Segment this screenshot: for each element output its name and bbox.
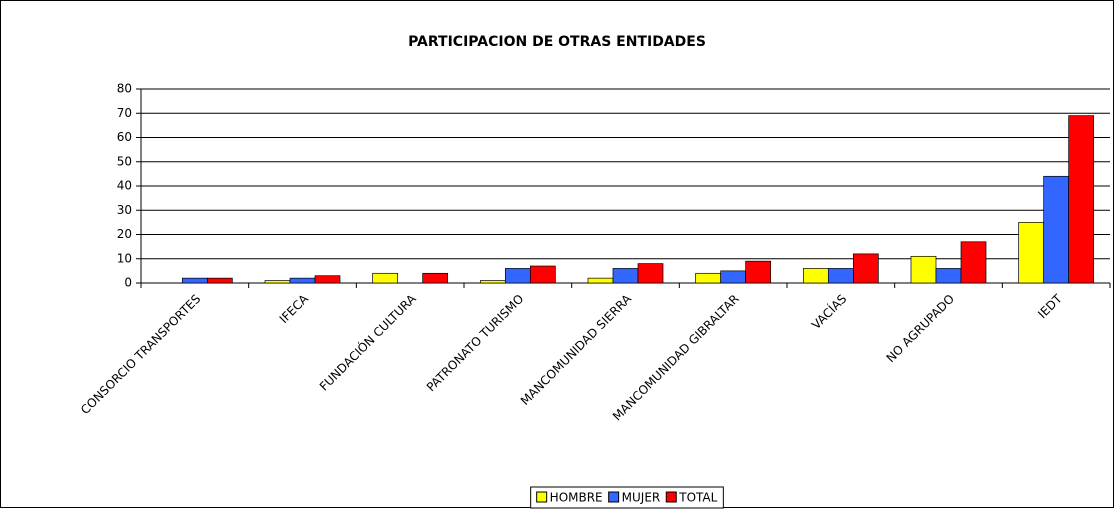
bar — [745, 260, 772, 284]
chart-title: PARTICIPACION DE OTRAS ENTIDADES — [408, 34, 706, 50]
bar — [695, 272, 722, 284]
bar — [504, 268, 531, 284]
bar — [612, 268, 639, 284]
bar — [206, 277, 233, 284]
y-tick-label: 20 — [117, 227, 132, 241]
bar — [827, 268, 854, 284]
bar — [181, 277, 208, 284]
legend: HOMBRE MUJER TOTAL — [530, 486, 724, 509]
bar — [852, 253, 879, 284]
legend-swatch — [536, 491, 548, 503]
bar — [289, 277, 316, 284]
legend-label: TOTAL — [678, 491, 717, 505]
bar — [720, 270, 747, 284]
legend-label: HOMBRE — [550, 491, 603, 505]
bar — [479, 280, 506, 284]
bar — [422, 272, 449, 284]
bar — [372, 272, 399, 284]
bar — [264, 280, 291, 284]
bar — [802, 268, 829, 284]
y-tick-label: 50 — [117, 154, 132, 168]
y-tick-label: 60 — [117, 130, 132, 144]
y-tick-label: 40 — [117, 179, 132, 193]
legend-swatch — [608, 491, 620, 503]
bar — [1018, 222, 1045, 284]
bar — [529, 265, 556, 284]
y-tick-label: 70 — [117, 106, 132, 120]
bar — [1068, 115, 1095, 284]
bar — [314, 275, 341, 284]
y-tick-label: 0 — [124, 276, 132, 290]
bar — [587, 277, 614, 284]
y-tick-label: 30 — [117, 203, 132, 217]
bar — [1043, 175, 1070, 284]
y-tick-label: 10 — [117, 251, 132, 265]
legend-label: MUJER — [622, 491, 661, 505]
bar — [960, 241, 987, 284]
legend-swatch — [665, 491, 677, 503]
bar — [637, 263, 664, 284]
bar — [910, 255, 937, 284]
bar — [935, 268, 962, 284]
y-tick-label: 80 — [117, 82, 132, 96]
